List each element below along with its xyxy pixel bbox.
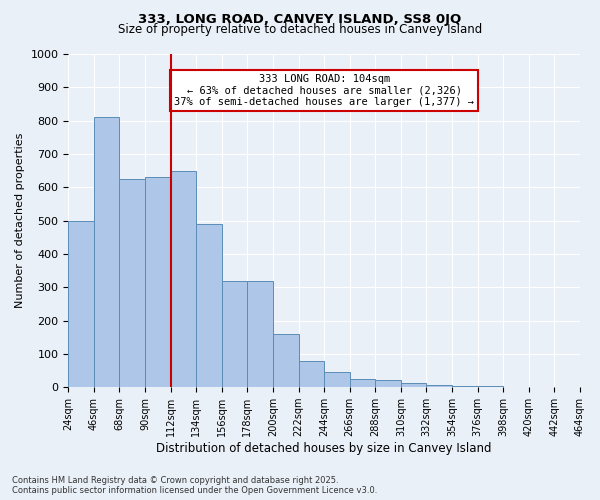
Bar [376, 380, 401, 387]
Bar [427, 384, 452, 387]
Bar [222, 280, 247, 387]
Text: 333, LONG ROAD, CANVEY ISLAND, SS8 0JQ: 333, LONG ROAD, CANVEY ISLAND, SS8 0JQ [139, 12, 461, 26]
Y-axis label: Number of detached properties: Number of detached properties [15, 133, 25, 308]
Text: 333 LONG ROAD: 104sqm
← 63% of detached houses are smaller (2,326)
37% of semi-d: 333 LONG ROAD: 104sqm ← 63% of detached … [174, 74, 474, 107]
Bar [350, 379, 376, 387]
Bar [503, 386, 529, 387]
Bar [401, 383, 427, 387]
Bar [170, 172, 196, 387]
Bar [94, 118, 119, 387]
Bar [247, 280, 273, 387]
Bar [145, 178, 170, 387]
X-axis label: Distribution of detached houses by size in Canvey Island: Distribution of detached houses by size … [157, 442, 492, 455]
Text: Size of property relative to detached houses in Canvey Island: Size of property relative to detached ho… [118, 22, 482, 36]
Text: Contains HM Land Registry data © Crown copyright and database right 2025.
Contai: Contains HM Land Registry data © Crown c… [12, 476, 377, 495]
Bar [324, 372, 350, 387]
Bar [196, 224, 222, 387]
Bar [119, 179, 145, 387]
Bar [273, 334, 299, 387]
Bar [452, 386, 478, 387]
Bar [299, 360, 324, 387]
Bar [68, 220, 94, 387]
Bar [478, 386, 503, 387]
